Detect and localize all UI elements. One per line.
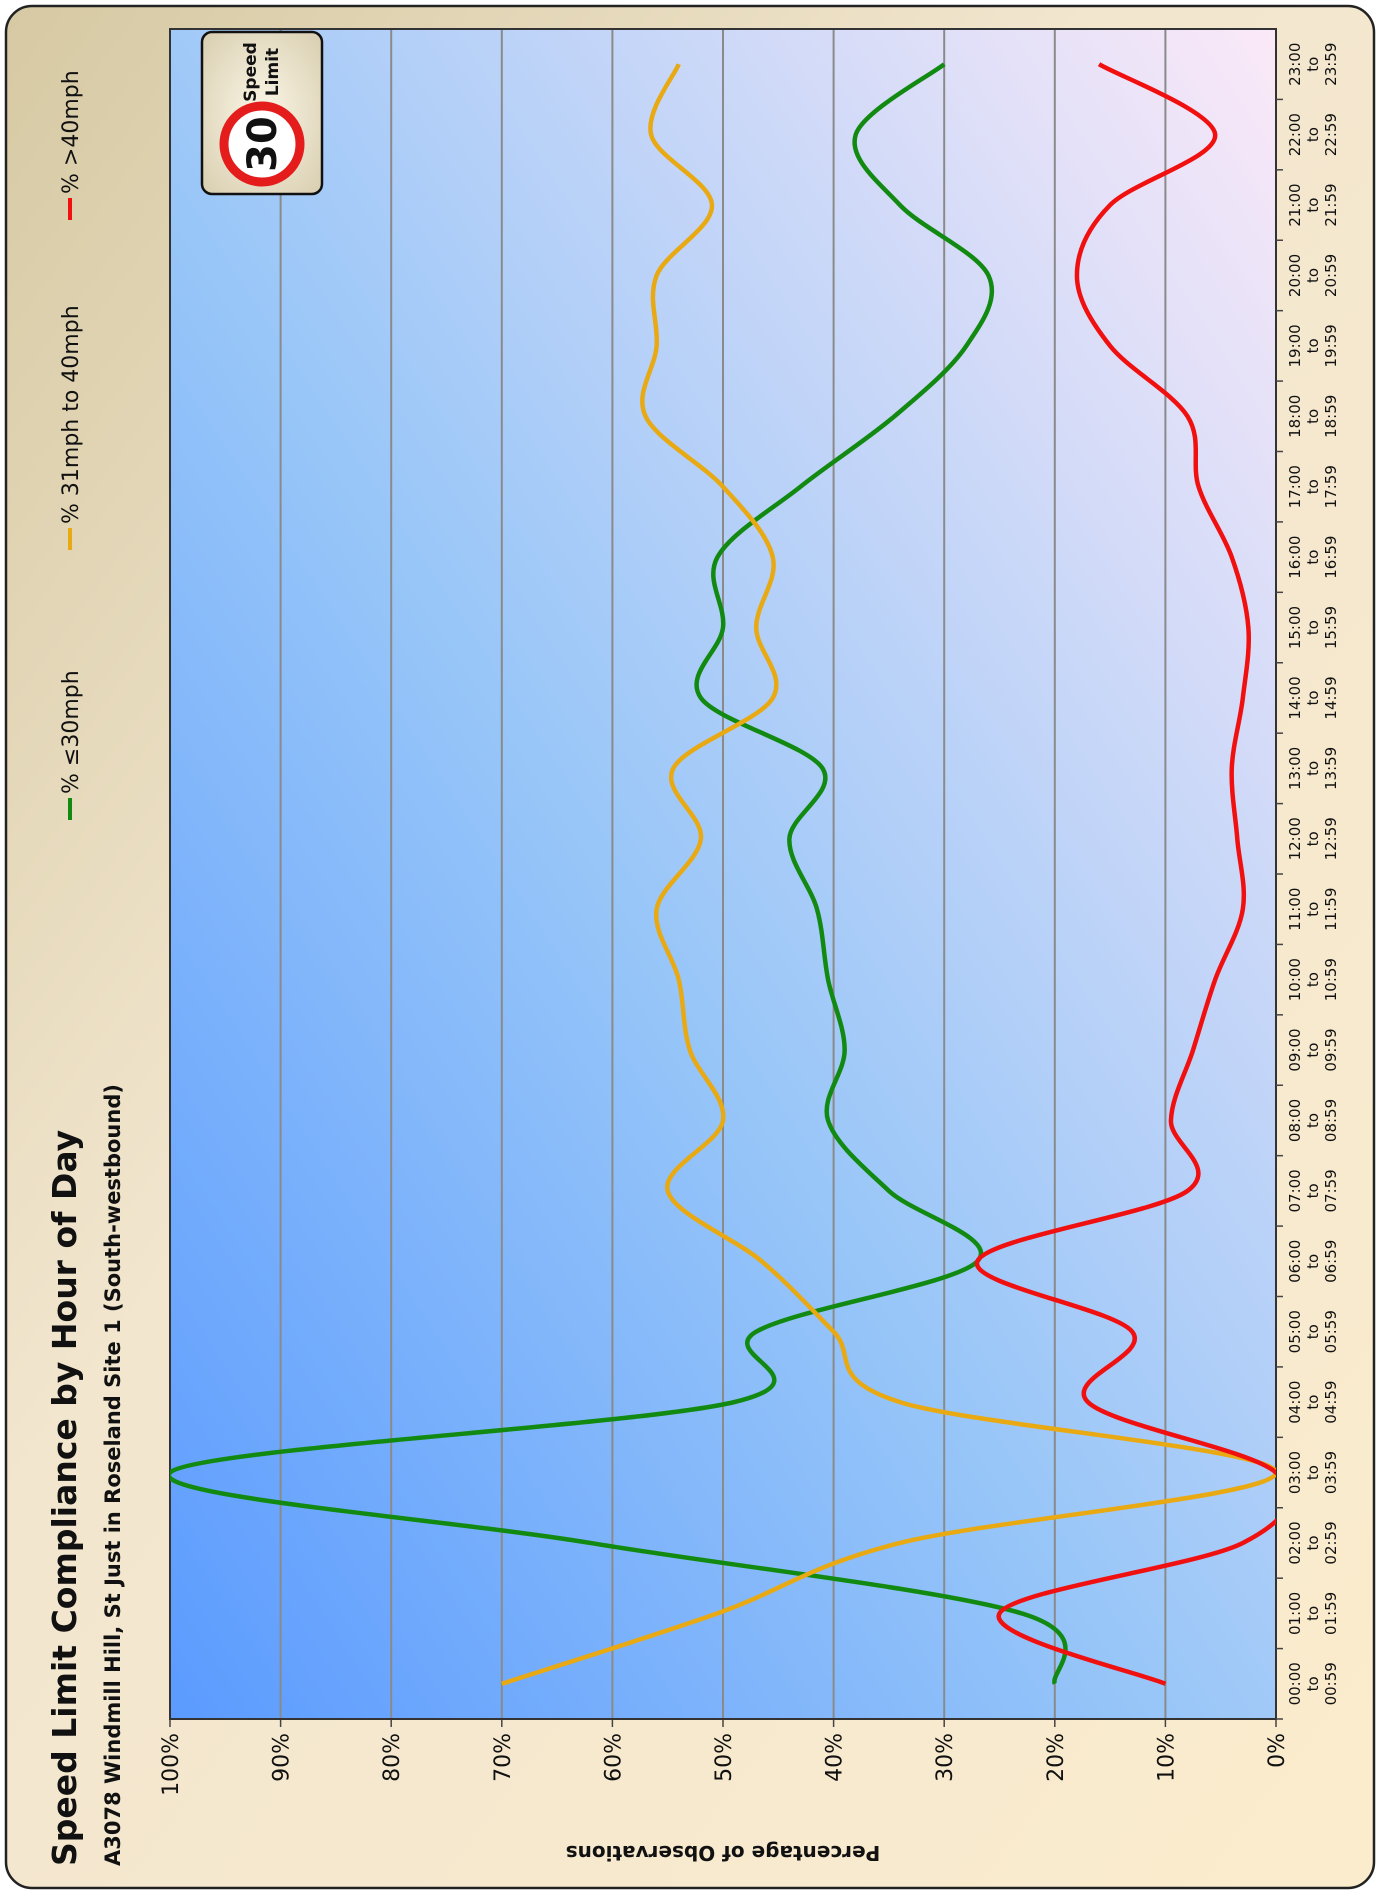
- sign-text: Speed: [241, 42, 261, 102]
- x-tick-label: 21:00to21:59: [1286, 183, 1340, 226]
- y-tick-label: 100%: [159, 1733, 184, 1796]
- chart-subtitle: A3078 Windmill Hill, St Just in Roseland…: [101, 1084, 125, 1866]
- y-tick-label: 90%: [270, 1733, 295, 1782]
- x-tick-label: 09:00to09:59: [1286, 1028, 1340, 1071]
- legend-label: % ≤30mph: [59, 670, 84, 794]
- y-axis-label: Percentage of Observations: [566, 1841, 881, 1865]
- x-tick-label: 13:00to13:59: [1286, 747, 1340, 790]
- y-tick-label: 0%: [1265, 1733, 1290, 1768]
- y-tick-label: 30%: [933, 1733, 958, 1782]
- y-tick-label: 60%: [601, 1733, 626, 1782]
- x-tick-label: 05:00to05:59: [1286, 1310, 1340, 1353]
- x-tick-label: 11:00to11:59: [1286, 888, 1340, 931]
- y-tick-label: 50%: [712, 1733, 737, 1782]
- x-tick-label: 04:00to04:59: [1286, 1381, 1340, 1424]
- y-tick-label: 40%: [823, 1733, 848, 1782]
- chart-title: Speed Limit Compliance by Hour of Day: [45, 1130, 84, 1866]
- x-tick-label: 07:00to07:59: [1286, 1169, 1340, 1212]
- x-tick-label: 01:00to01:59: [1286, 1592, 1340, 1635]
- x-tick-label: 10:00to10:59: [1286, 958, 1340, 1001]
- sign-number: 30: [240, 116, 286, 172]
- x-tick-label: 14:00to14:59: [1286, 676, 1340, 719]
- x-tick-label: 16:00to16:59: [1286, 536, 1340, 579]
- x-tick-label: 08:00to08:59: [1286, 1099, 1340, 1142]
- line-series: [501, 63, 1276, 1686]
- x-tick-label: 20:00to20:59: [1286, 254, 1340, 297]
- y-tick-label: 20%: [1044, 1733, 1069, 1782]
- y-tick-label: 10%: [1154, 1733, 1179, 1782]
- x-tick-label: 02:00to02:59: [1286, 1521, 1340, 1564]
- rotated-chart: Speed Limit Compliance by Hour of Day A3…: [4, 4, 1376, 1890]
- x-tick-label: 18:00to18:59: [1286, 395, 1340, 438]
- y-tick-label: 70%: [491, 1733, 516, 1782]
- x-tick-label: 12:00to12:59: [1286, 817, 1340, 860]
- legend-label: % 31mph to 40mph: [59, 305, 84, 524]
- speed-limit-sign: 30 Speed Limit: [200, 30, 324, 196]
- x-tick-label: 17:00to17:59: [1286, 465, 1340, 508]
- x-tick-label: 06:00to06:59: [1286, 1240, 1340, 1283]
- x-tick-label: 19:00to19:59: [1286, 324, 1340, 367]
- x-tick-label: 23:00to23:59: [1286, 43, 1340, 86]
- x-tick-label: 15:00to15:59: [1286, 606, 1340, 649]
- line-series: [170, 62, 1068, 1685]
- series-group: [170, 62, 1276, 1686]
- sign-ring: [219, 101, 305, 187]
- sign-text: Limit: [263, 48, 283, 96]
- legend-label: % >40mph: [59, 70, 84, 194]
- x-tick-label: 03:00to03:59: [1286, 1451, 1340, 1494]
- y-tick-label: 80%: [380, 1733, 405, 1782]
- x-tick-label: 00:00to00:59: [1286, 1662, 1340, 1705]
- line-series: [975, 62, 1276, 1686]
- x-tick-label: 22:00to22:59: [1286, 113, 1340, 156]
